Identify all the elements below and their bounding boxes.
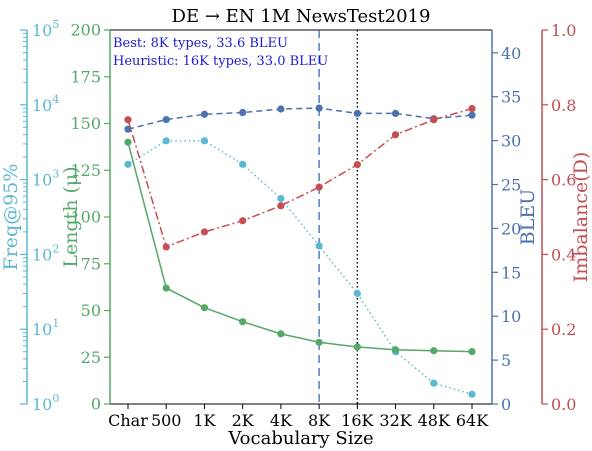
length-axis-tick-label: 125 (70, 161, 101, 180)
bleu-axis-tick-label: 35 (501, 88, 521, 107)
series-point-imbalance (200, 228, 209, 236)
x-axis-tick-label: 48K (418, 411, 451, 430)
x-axis-tick-label: 2K (232, 411, 255, 430)
series-point-imbalance (391, 131, 400, 139)
annotation-0: Best: 8K types, 33.6 BLEU (113, 36, 288, 51)
series-point-length (468, 348, 476, 356)
x-axis-tick-label: 16K (341, 411, 374, 430)
series-point-freq (353, 289, 361, 298)
bleu-axis-tick-label: 20 (501, 219, 521, 238)
freq-axis-tick-label: 101 (32, 317, 59, 339)
series-point-bleu (162, 115, 170, 124)
freq-axis-label: Freq@95% (0, 164, 22, 271)
series-line-freq (127, 140, 473, 395)
length-axis-tick-label: 200 (70, 21, 101, 40)
bleu-axis-tick-label: 15 (501, 263, 521, 282)
series-point-length (277, 330, 285, 338)
series-point-length (315, 338, 323, 346)
series-point-freq (430, 379, 438, 387)
series-point-imbalance (124, 116, 132, 124)
series-point-bleu (239, 108, 247, 117)
series-point-length (162, 284, 170, 292)
imbalance-axis-tick-label: 0.2 (551, 320, 576, 339)
bleu-axis-tick-label: 5 (501, 351, 511, 370)
x-axis-tick-label: 64K (456, 411, 489, 430)
series-point-length (124, 138, 132, 146)
series-point-length (430, 347, 438, 355)
series-point-imbalance (353, 161, 361, 169)
series-point-bleu (277, 105, 285, 113)
x-axis-tick-label: 8K (308, 411, 331, 430)
series-point-bleu (200, 110, 209, 118)
length-axis-tick-label: 75 (81, 254, 101, 273)
bleu-axis-tick-label: 25 (501, 176, 521, 195)
series-point-imbalance (430, 116, 438, 124)
imbalance-axis-tick-label: 1.0 (551, 21, 576, 40)
series-point-freq (468, 390, 476, 398)
length-axis-tick-label: 150 (70, 114, 101, 133)
length-axis-tick-label: 25 (81, 348, 101, 367)
series-line-length (127, 142, 473, 353)
freq-axis-tick-label: 100 (32, 392, 59, 414)
freq-axis-tick-label: 105 (32, 18, 59, 40)
imbalance-axis-tick-label: 0.0 (551, 395, 576, 414)
bleu-axis-tick-label: 10 (501, 307, 521, 326)
series-point-freq (200, 137, 209, 145)
series-point-freq (124, 160, 132, 168)
x-axis-tick-label: Char (108, 411, 148, 430)
imbalance-axis-tick-label: 0.6 (551, 171, 576, 190)
series-point-freq (162, 137, 170, 145)
series-line-imbalance (127, 107, 473, 248)
series-point-imbalance (277, 202, 285, 210)
x-axis-tick-label: 1K (193, 411, 216, 430)
bleu-axis-label: BLEU (517, 189, 539, 245)
series-point-length (391, 346, 400, 354)
x-axis-tick-label: 500 (151, 411, 182, 430)
length-axis-tick-label: 50 (81, 301, 101, 320)
freq-axis-tick-label: 103 (32, 168, 59, 190)
bleu-axis-tick-label: 30 (501, 132, 521, 151)
x-axis-tick-label: 4K (270, 411, 293, 430)
series-point-bleu (468, 111, 476, 119)
series-point-freq (239, 160, 247, 168)
length-axis-tick-label: 0 (91, 395, 101, 414)
imbalance-axis-tick-label: 0.8 (551, 96, 576, 115)
series-point-freq (277, 194, 285, 203)
series-point-imbalance (162, 243, 170, 251)
series-point-freq (315, 242, 323, 250)
x-axis-label: Vocabulary Size (227, 428, 373, 449)
imbalance-axis-label: Imbalance(D) (570, 152, 592, 283)
chart-title: DE → EN 1M NewsTest2019 (172, 6, 431, 27)
imbalance-axis-tick-label: 0.4 (551, 245, 576, 264)
freq-axis-tick-label: 102 (32, 242, 59, 264)
bleu-axis-tick-label: 0 (501, 395, 511, 414)
bleu-axis-tick-label: 40 (501, 44, 521, 63)
series-point-bleu (315, 104, 323, 112)
series-point-imbalance (468, 104, 476, 113)
length-axis-tick-label: 100 (70, 208, 101, 227)
series-line-bleu (127, 107, 473, 130)
series-point-bleu (391, 109, 400, 118)
series-point-length (239, 318, 247, 326)
annotation-1: Heuristic: 16K types, 33.0 BLEU (113, 54, 328, 69)
series-point-imbalance (315, 183, 323, 191)
length-axis-label: Length (μ) (60, 166, 82, 267)
series-point-length (200, 304, 209, 312)
series-point-imbalance (239, 217, 247, 225)
series-point-bleu (353, 109, 361, 118)
series-point-length (353, 343, 361, 351)
length-axis-tick-label: 175 (70, 67, 101, 86)
freq-axis-tick-label: 104 (32, 93, 59, 115)
x-axis-tick-label: 32K (379, 411, 412, 430)
